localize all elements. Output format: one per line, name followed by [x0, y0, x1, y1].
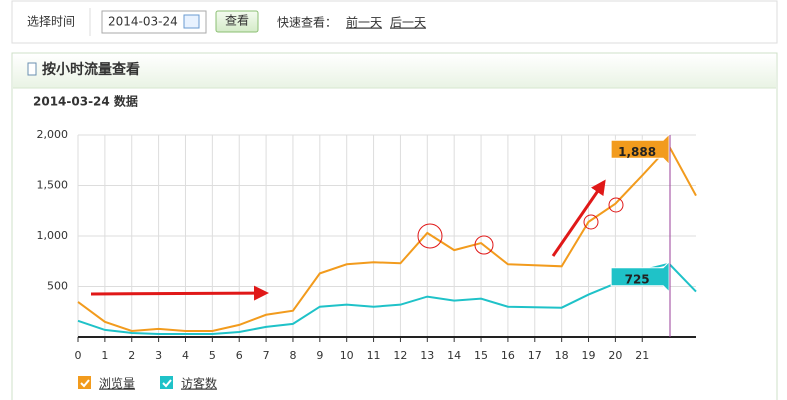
- callout-box: [610, 133, 670, 166]
- panel-header: [13, 54, 776, 88]
- annotation-circle: [583, 214, 599, 230]
- date-input[interactable]: [101, 10, 207, 34]
- x-tick-label: 14: [447, 349, 461, 362]
- annotation-circle: [608, 197, 624, 213]
- quick-label: 快速查看：: [277, 16, 337, 30]
- x-tick-label: 4: [182, 349, 189, 362]
- x-tick-label: 0: [75, 349, 82, 362]
- data-label: 725: [625, 272, 650, 286]
- x-tick-label: 15: [474, 349, 488, 362]
- x-tick-label: 2: [128, 349, 135, 362]
- x-tick-label: 1: [101, 349, 108, 362]
- legend-checkbox[interactable]: [78, 376, 91, 389]
- date-label: 选择时间: [27, 15, 75, 29]
- legend-checkbox[interactable]: [160, 376, 173, 389]
- x-tick-label: 6: [236, 349, 243, 362]
- x-tick-label: 16: [501, 349, 515, 362]
- y-tick-label: 1,500: [37, 179, 69, 192]
- legend-label: 访客数: [181, 376, 217, 391]
- y-tick-label: 2,000: [37, 128, 69, 141]
- annotation-circle: [474, 235, 494, 255]
- callout-box: [610, 260, 670, 293]
- panel-icon: [27, 62, 37, 76]
- series-line: [77, 262, 697, 335]
- legend-check: [162, 379, 172, 388]
- calendar-icon[interactable]: [183, 14, 200, 29]
- date-value: 2014-03-24: [108, 15, 178, 29]
- x-tick-label: 20: [608, 349, 622, 362]
- annotation-circle: [417, 223, 443, 249]
- y-tick-label: 1,000: [37, 229, 69, 242]
- panel-title: 按小时流量查看: [42, 61, 140, 78]
- x-tick-label: 9: [316, 349, 323, 362]
- data-label: 1,888: [618, 145, 656, 159]
- y-tick-label: 500: [47, 280, 68, 293]
- x-tick-label: 21: [635, 349, 649, 362]
- x-tick-label: 12: [393, 349, 407, 362]
- x-tick-label: 7: [263, 349, 270, 362]
- x-tick-label: 19: [582, 349, 596, 362]
- prev-day-link[interactable]: 前一天: [346, 15, 382, 30]
- series-line: [77, 144, 697, 332]
- x-tick-label: 17: [528, 349, 542, 362]
- panel: [11, 52, 778, 400]
- view-button[interactable]: [215, 10, 259, 33]
- annotation-arrow: [90, 285, 269, 301]
- x-tick-label: 8: [289, 349, 296, 362]
- x-tick-label: 13: [420, 349, 434, 362]
- chart-title: 2014-03-24 数据: [33, 94, 138, 109]
- legend-label: 浏览量: [99, 376, 135, 391]
- x-tick-label: 5: [209, 349, 216, 362]
- annotation-arrow: [551, 179, 606, 257]
- x-tick-label: 3: [155, 349, 162, 362]
- x-tick-label: 10: [340, 349, 354, 362]
- x-tick-label: 11: [367, 349, 381, 362]
- legend-check: [80, 379, 90, 388]
- x-tick-label: 18: [555, 349, 569, 362]
- next-day-link[interactable]: 后一天: [390, 16, 426, 30]
- view-button-label: 查看: [225, 14, 249, 28]
